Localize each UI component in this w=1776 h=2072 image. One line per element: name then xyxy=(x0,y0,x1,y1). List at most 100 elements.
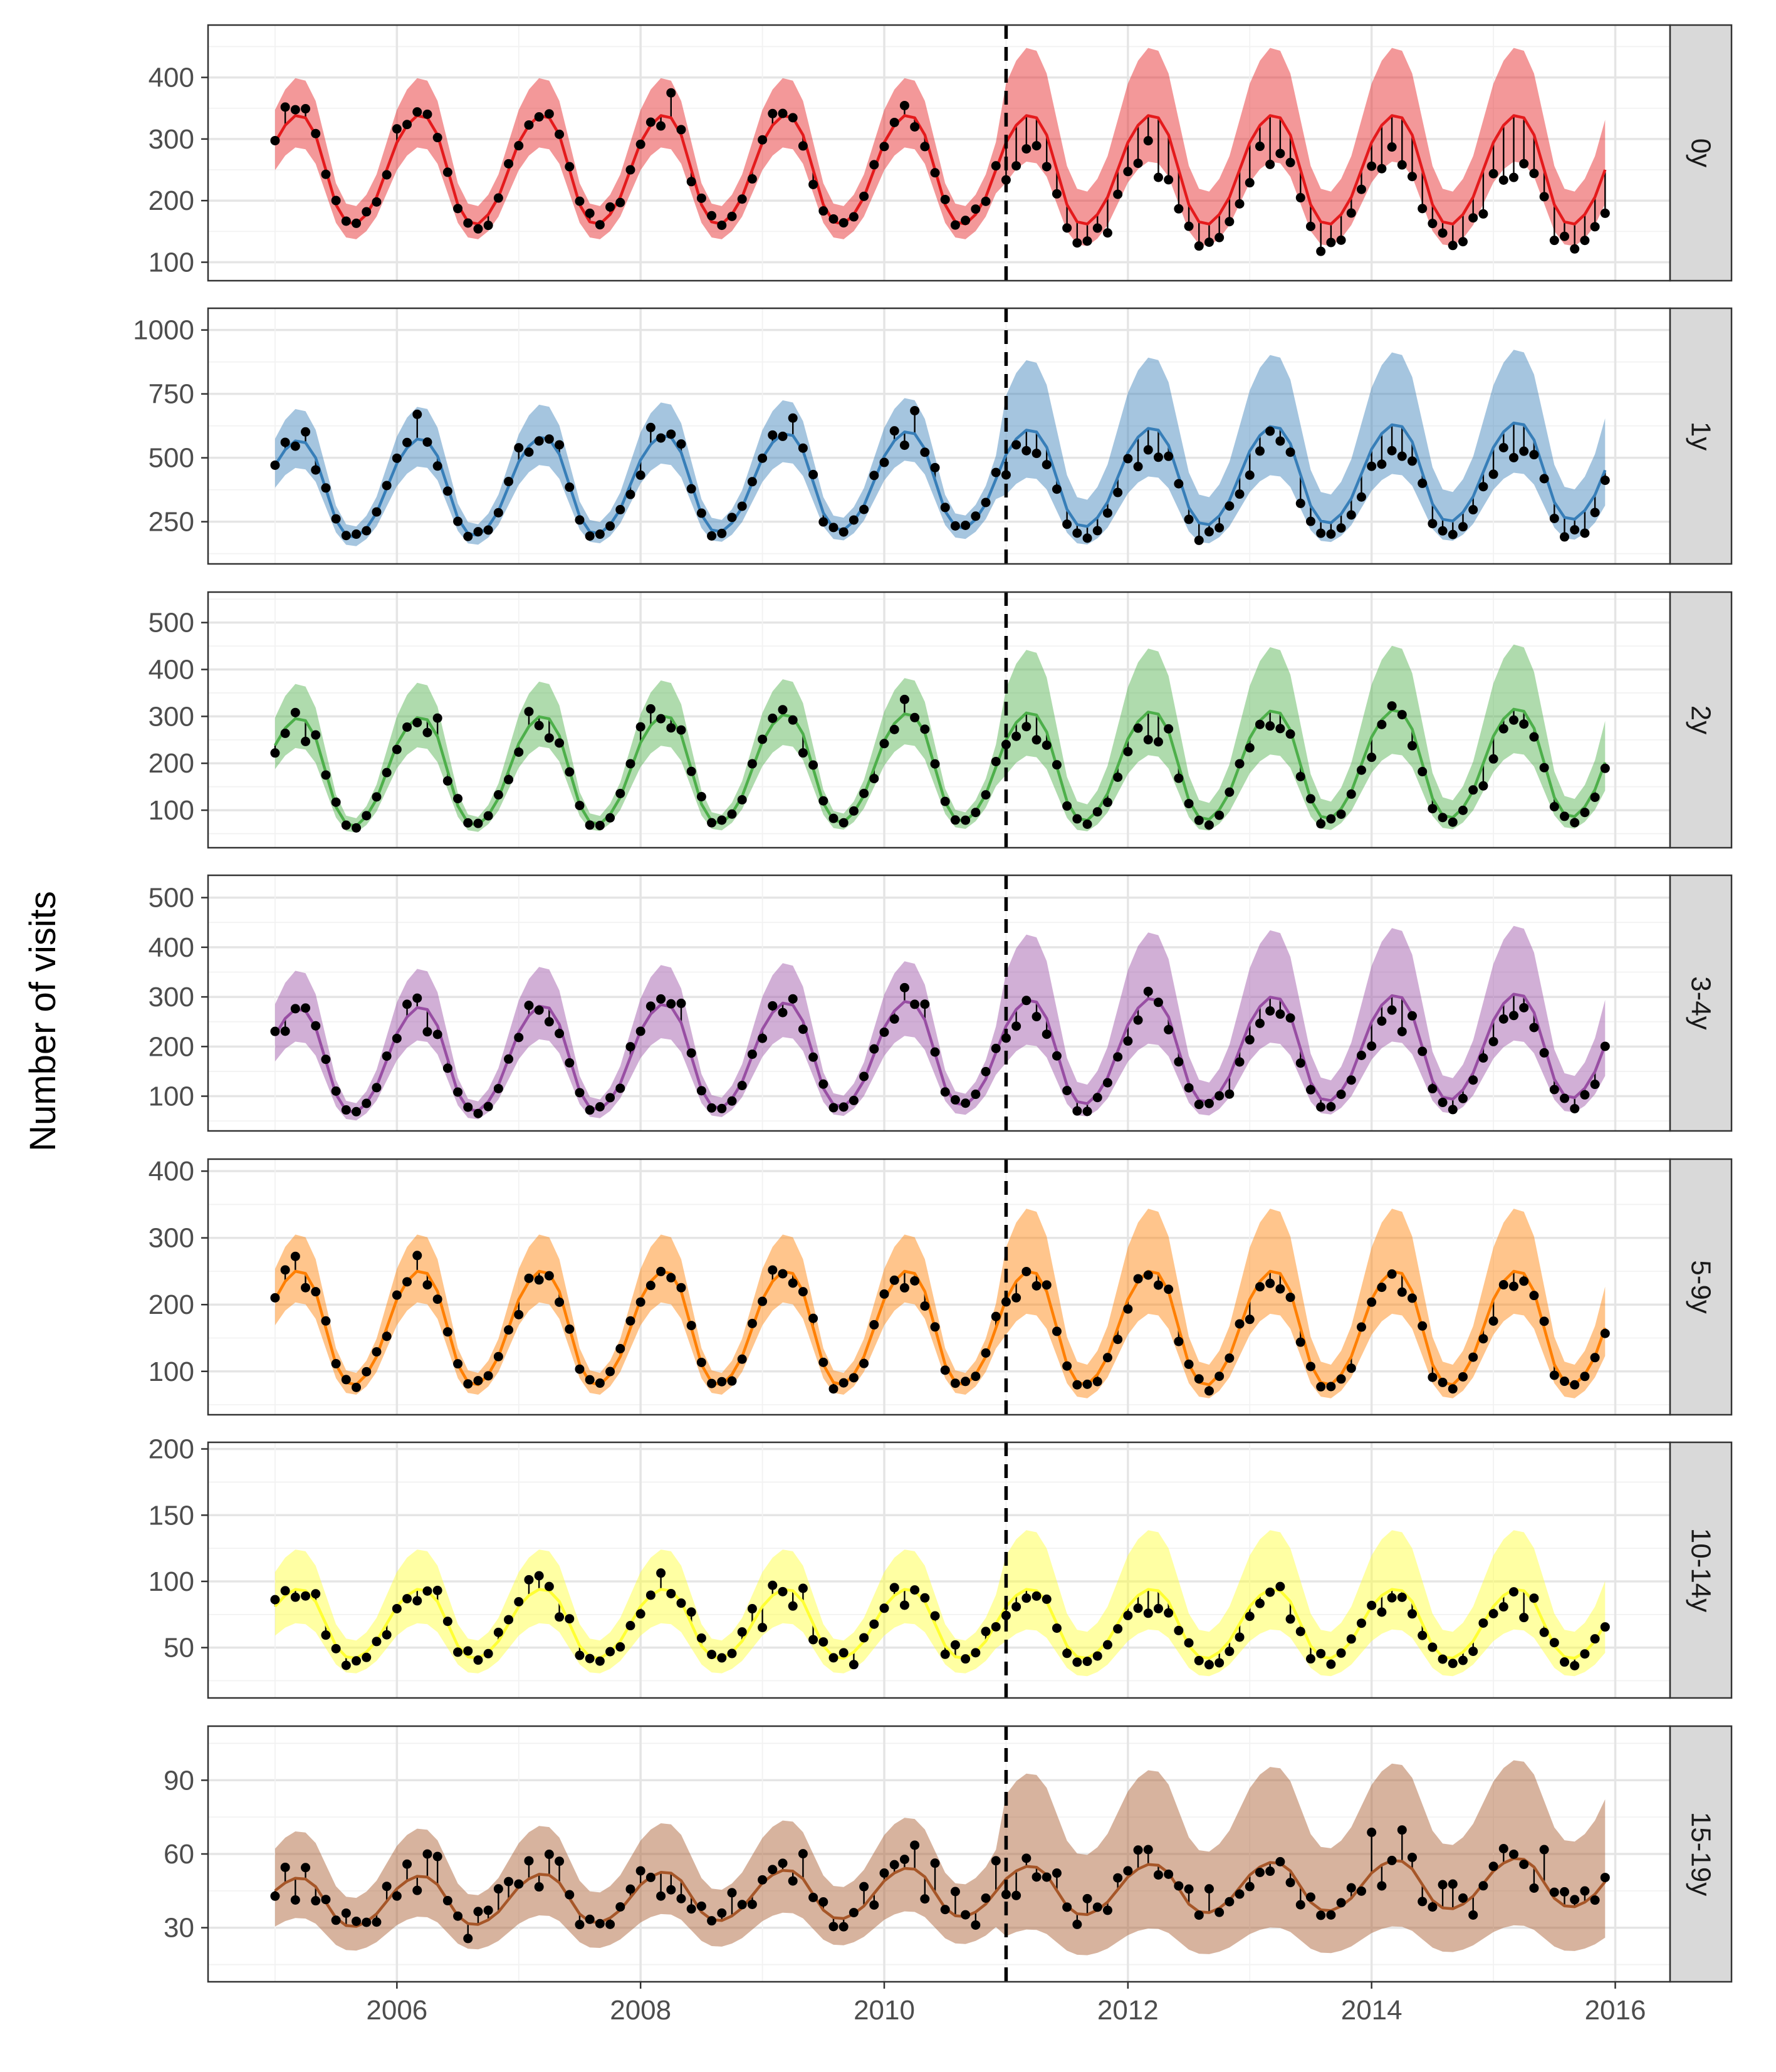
observed-point xyxy=(727,1096,737,1106)
observed-point xyxy=(1062,519,1072,529)
observed-point xyxy=(1367,461,1377,471)
observed-point xyxy=(859,788,869,798)
observed-point xyxy=(1407,741,1417,751)
observed-point xyxy=(859,1358,869,1368)
observed-point xyxy=(879,1027,889,1037)
observed-point xyxy=(1235,759,1245,769)
observed-point xyxy=(534,1005,544,1015)
observed-point xyxy=(1113,772,1123,782)
observed-point xyxy=(1225,1897,1235,1907)
observed-point xyxy=(635,1609,645,1619)
observed-point xyxy=(1458,1372,1468,1382)
observed-point xyxy=(758,1875,768,1885)
fitted-line xyxy=(274,1588,1607,1660)
x-tick-label: 2006 xyxy=(366,1995,427,2026)
observed-point xyxy=(311,1896,321,1906)
observed-point xyxy=(493,1627,503,1637)
observed-point xyxy=(676,1893,686,1903)
observed-point xyxy=(1133,159,1143,169)
observed-point xyxy=(645,422,656,432)
observed-point xyxy=(625,165,635,175)
observed-point xyxy=(1560,1887,1570,1897)
observed-point xyxy=(818,206,828,216)
observed-point xyxy=(1407,1609,1417,1619)
observed-point xyxy=(1042,740,1052,750)
observed-point xyxy=(514,141,524,151)
observed-point xyxy=(382,170,392,180)
observed-point xyxy=(961,1654,971,1664)
observed-point xyxy=(788,715,798,725)
observed-point xyxy=(1438,228,1448,238)
observed-point xyxy=(483,1648,493,1658)
observed-point xyxy=(961,1910,971,1920)
facet-strip xyxy=(1669,874,1733,1132)
observed-point xyxy=(372,197,382,207)
observed-point xyxy=(1428,1084,1438,1094)
observed-point xyxy=(971,1372,981,1382)
observed-point xyxy=(656,714,666,724)
observed-point xyxy=(422,437,432,447)
observed-point xyxy=(1549,1370,1559,1380)
observed-point xyxy=(758,1623,768,1633)
observed-point xyxy=(1082,1893,1092,1903)
observed-point xyxy=(1468,785,1478,795)
observed-point xyxy=(920,1593,930,1603)
observed-point xyxy=(1225,787,1235,797)
observed-point xyxy=(534,436,544,446)
observed-point xyxy=(483,525,493,535)
observed-point xyxy=(1468,1075,1478,1085)
observed-point xyxy=(889,1275,899,1285)
observed-point xyxy=(290,1251,300,1261)
observed-point xyxy=(595,1656,605,1666)
observed-point xyxy=(321,1630,331,1640)
observed-point xyxy=(1194,535,1204,545)
observed-point xyxy=(412,1251,422,1261)
facet-strip-label: 15-19y xyxy=(1686,1812,1716,1897)
observed-point xyxy=(544,1017,554,1027)
observed-point xyxy=(1102,798,1112,808)
observed-point xyxy=(341,216,351,226)
observed-point xyxy=(1336,809,1346,819)
observed-point xyxy=(1458,237,1468,247)
observed-point xyxy=(1377,719,1387,729)
observed-point xyxy=(1062,1361,1072,1371)
observed-point xyxy=(696,193,706,203)
observed-point xyxy=(504,1615,514,1625)
y-tick-label: 200 xyxy=(149,748,194,779)
observed-point xyxy=(534,1882,544,1892)
prediction-interval-band xyxy=(274,1760,1606,1955)
observed-point xyxy=(1133,1845,1143,1855)
panel-plot-area xyxy=(270,644,1610,833)
observed-point xyxy=(1508,172,1518,182)
observed-point xyxy=(524,120,534,130)
observed-point xyxy=(920,1301,930,1311)
panel-background xyxy=(208,1442,1670,1698)
observed-point xyxy=(1316,1382,1326,1392)
observed-point xyxy=(1590,222,1600,232)
observed-point xyxy=(534,1571,544,1581)
observed-point xyxy=(686,177,696,187)
observed-point xyxy=(717,528,727,538)
observed-point xyxy=(656,1568,666,1578)
observed-point xyxy=(828,214,838,224)
observed-point xyxy=(1194,1655,1204,1665)
observed-point xyxy=(899,440,909,450)
observed-point xyxy=(463,1646,473,1656)
observed-point xyxy=(1560,1093,1570,1103)
observed-point xyxy=(605,1647,615,1657)
observed-point xyxy=(280,1862,290,1872)
observed-point xyxy=(1377,459,1387,469)
observed-point xyxy=(1062,1086,1072,1096)
observed-point xyxy=(798,1849,808,1859)
facet-strip-label: 0y xyxy=(1686,138,1716,167)
observed-point xyxy=(1448,241,1458,251)
observed-point xyxy=(1214,810,1225,820)
observed-point xyxy=(950,1640,960,1650)
observed-point xyxy=(1448,1879,1458,1889)
observed-point xyxy=(1428,804,1438,814)
observed-point xyxy=(493,508,503,518)
observed-point xyxy=(453,204,463,214)
observed-point xyxy=(910,405,920,415)
y-tick-label: 400 xyxy=(149,63,194,93)
observed-point xyxy=(1590,508,1600,518)
